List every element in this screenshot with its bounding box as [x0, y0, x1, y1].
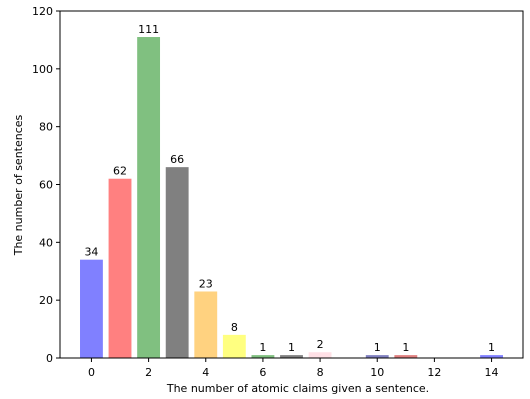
bars-layer — [80, 37, 503, 359]
bar-6 — [251, 355, 275, 358]
bar-7 — [280, 355, 303, 358]
data-label-5: 8 — [231, 321, 238, 334]
bar-5 — [222, 334, 246, 358]
bar-11 — [394, 355, 418, 358]
bar-4 — [194, 291, 218, 358]
y-tick-label-120: 120 — [32, 5, 53, 18]
bar-0 — [80, 259, 103, 358]
bar-2 — [137, 37, 161, 359]
data-label-14: 1 — [488, 341, 495, 354]
bar-10 — [365, 355, 389, 358]
y-axis-label: The number of sentences — [12, 114, 25, 256]
y-tick-label-100: 100 — [32, 63, 53, 76]
data-label-1: 62 — [113, 165, 127, 178]
y-tick-label-60: 60 — [39, 179, 53, 192]
data-label-8: 2 — [317, 338, 324, 351]
x-tick-label-4: 4 — [202, 366, 209, 379]
y-tick-label-20: 20 — [39, 294, 53, 307]
bar-8 — [308, 352, 332, 358]
x-tick-label-8: 8 — [317, 366, 324, 379]
y-tick-label-40: 40 — [39, 236, 53, 249]
data-label-7: 1 — [288, 341, 295, 354]
bar-3 — [165, 167, 189, 358]
x-tick-label-0: 0 — [88, 366, 95, 379]
bar-14 — [480, 355, 503, 358]
data-label-2: 111 — [138, 23, 159, 36]
x-tick-label-12: 12 — [427, 366, 441, 379]
data-label-4: 23 — [199, 277, 213, 290]
data-label-3: 66 — [170, 153, 184, 166]
data-label-6: 1 — [259, 341, 266, 354]
bar-1 — [108, 178, 132, 358]
x-tick-label-14: 14 — [485, 366, 499, 379]
x-tick-label-6: 6 — [259, 366, 266, 379]
y-tick-label-0: 0 — [46, 352, 53, 365]
x-tick-label-2: 2 — [145, 366, 152, 379]
data-label-11: 1 — [402, 341, 409, 354]
x-axis-label: The number of atomic claims given a sent… — [166, 382, 429, 395]
data-label-10: 1 — [374, 341, 381, 354]
y-tick-label-80: 80 — [39, 121, 53, 134]
data-label-0: 34 — [84, 246, 98, 259]
x-tick-label-10: 10 — [370, 366, 384, 379]
